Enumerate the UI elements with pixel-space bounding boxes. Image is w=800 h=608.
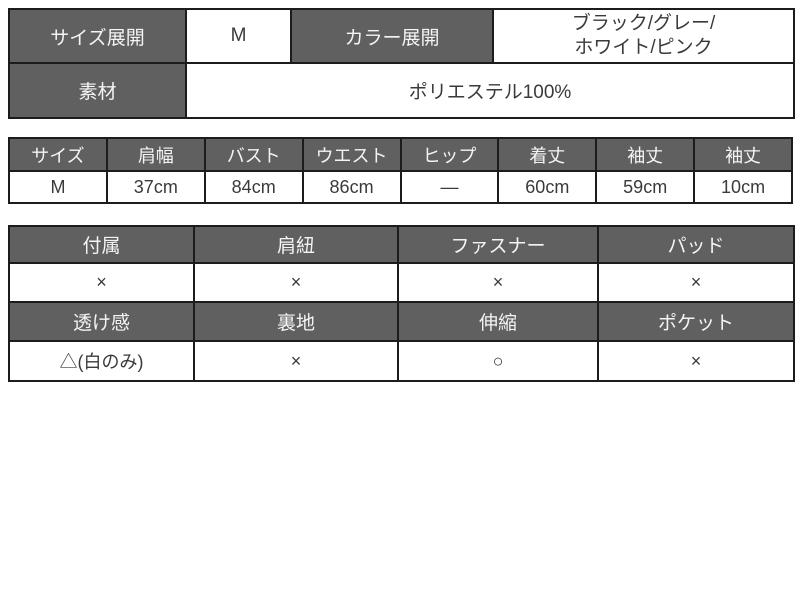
measure-value-sleeve-length-2: 10cm bbox=[693, 170, 793, 204]
product-info-row-1: サイズ展開 M カラー展開 ブラック/グレー/ ホワイト/ピンク bbox=[8, 8, 795, 64]
measurements-value-row: M 37cm 84cm 86cm — 60cm 59cm 10cm bbox=[8, 170, 793, 204]
spec-sheet: サイズ展開 M カラー展開 ブラック/グレー/ ホワイト/ピンク 素材 ポリエス… bbox=[0, 8, 800, 382]
feature-value-accessory: × bbox=[8, 262, 195, 303]
measure-value-waist: 86cm bbox=[301, 170, 402, 204]
feature-header-zipper: ファスナー bbox=[397, 225, 599, 264]
feature-value-pocket: × bbox=[597, 340, 795, 382]
features-value-row-2: △(白のみ) × ○ × bbox=[8, 340, 795, 382]
feature-header-pocket: ポケット bbox=[597, 301, 795, 342]
measure-header-waist: ウエスト bbox=[301, 137, 402, 172]
features-value-row-1: × × × × bbox=[8, 262, 795, 303]
feature-value-zipper: × bbox=[397, 262, 599, 303]
measure-header-shoulder-width: 肩幅 bbox=[105, 137, 206, 172]
features-table: 付属 肩紐 ファスナー パッド × × × × 透け感 裏地 伸縮 ポケット △… bbox=[8, 225, 795, 382]
measure-value-shoulder-width: 37cm bbox=[105, 170, 206, 204]
features-header-row-2: 透け感 裏地 伸縮 ポケット bbox=[8, 301, 795, 342]
measure-value-hip: — bbox=[399, 170, 500, 204]
feature-value-lining: × bbox=[193, 340, 399, 382]
measurements-table: サイズ 肩幅 バスト ウエスト ヒップ 着丈 袖丈 袖丈 M 37cm 84cm… bbox=[8, 137, 793, 204]
feature-value-shoulder-strap: × bbox=[193, 262, 399, 303]
feature-header-sheerness: 透け感 bbox=[8, 301, 195, 342]
size-range-value: M bbox=[185, 8, 292, 64]
feature-header-lining: 裏地 bbox=[193, 301, 399, 342]
measure-header-bust: バスト bbox=[203, 137, 304, 172]
feature-value-sheerness: △(白のみ) bbox=[8, 340, 195, 382]
measure-value-bust: 84cm bbox=[203, 170, 304, 204]
measurements-header-row: サイズ 肩幅 バスト ウエスト ヒップ 着丈 袖丈 袖丈 bbox=[8, 137, 793, 172]
material-label: 素材 bbox=[8, 62, 187, 119]
feature-value-pad: × bbox=[597, 262, 795, 303]
feature-header-pad: パッド bbox=[597, 225, 795, 264]
measure-header-length: 着丈 bbox=[497, 137, 598, 172]
color-range-label: カラー展開 bbox=[290, 8, 494, 64]
measure-header-size: サイズ bbox=[8, 137, 108, 172]
feature-header-accessory: 付属 bbox=[8, 225, 195, 264]
feature-value-stretch: ○ bbox=[397, 340, 599, 382]
measure-value-size: M bbox=[8, 170, 108, 204]
feature-header-shoulder-strap: 肩紐 bbox=[193, 225, 399, 264]
measure-header-hip: ヒップ bbox=[399, 137, 500, 172]
product-info-table: サイズ展開 M カラー展開 ブラック/グレー/ ホワイト/ピンク 素材 ポリエス… bbox=[8, 8, 795, 119]
measure-value-sleeve-length: 59cm bbox=[595, 170, 696, 204]
product-info-row-2: 素材 ポリエステル100% bbox=[8, 62, 795, 119]
feature-header-stretch: 伸縮 bbox=[397, 301, 599, 342]
measure-header-sleeve-length: 袖丈 bbox=[595, 137, 696, 172]
measure-header-sleeve-length-2: 袖丈 bbox=[693, 137, 793, 172]
material-value: ポリエステル100% bbox=[185, 62, 795, 119]
features-header-row-1: 付属 肩紐 ファスナー パッド bbox=[8, 225, 795, 264]
measure-value-length: 60cm bbox=[497, 170, 598, 204]
size-range-label: サイズ展開 bbox=[8, 8, 187, 64]
color-range-value: ブラック/グレー/ ホワイト/ピンク bbox=[492, 8, 795, 64]
